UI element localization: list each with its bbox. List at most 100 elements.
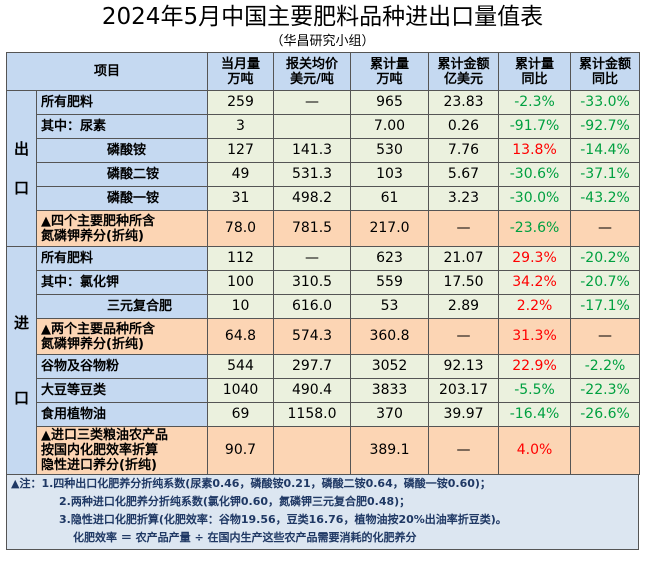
data-row: ▲两个主要品种所含 氮磷钾养分(折纯) 64.8 574.3 360.8—31.3% — — [7, 318, 641, 355]
data-row: 食用植物油 69 1158.0 370 39.97 -16.4% -26.6% — [7, 402, 641, 427]
value-cell: — — [428, 426, 500, 475]
value-cell: 623 — [350, 246, 430, 271]
value-cell — [273, 426, 352, 475]
header-text: 当月量 — [221, 56, 261, 72]
value-cell: 559 — [350, 270, 430, 295]
section-label: 进口 — [6, 246, 37, 475]
item-cell: 所有肥料 — [35, 246, 209, 271]
item-text: 隐性进口养分(折纯) — [41, 458, 157, 473]
item-cell: 磷酸二铵 — [35, 162, 209, 187]
value-cell: -17.1% — [570, 294, 641, 319]
header-text: 报关均价 — [286, 56, 339, 72]
value-cell: 22.9% — [498, 354, 572, 379]
value-cell: 490.4 — [273, 378, 352, 403]
value-cell: 530 — [350, 138, 430, 163]
item-text: 食用植物油 — [41, 407, 107, 422]
section-char: 进 — [13, 313, 29, 332]
value-cell: -33.0% — [570, 90, 641, 115]
header-cell: 累计金额 亿美元 — [428, 52, 500, 91]
item-cell: 三元复合肥 — [35, 294, 209, 319]
header-cell: 累计金额 同比 — [570, 52, 641, 91]
header-text: 万吨 — [227, 71, 254, 87]
data-row: 出口所有肥料 259—965 23.83 -2.3% -33.0% — [6, 90, 641, 247]
value-cell: 544 — [207, 354, 275, 379]
data-row: 谷物及谷物粉 544 297.7 3052 92.13 22.9% -2.2% — [7, 354, 641, 379]
value-cell — [570, 426, 641, 475]
header-text: 累计量 — [515, 56, 555, 72]
value-cell: 23.83 — [428, 90, 500, 115]
item-cell: 磷酸铵 — [35, 138, 209, 163]
value-cell: 0.26 — [428, 114, 500, 139]
value-cell: 64.8 — [207, 318, 275, 355]
header-text: 万吨 — [376, 71, 403, 87]
value-cell: 3.23 — [428, 186, 500, 211]
value-cell: 49 — [207, 162, 275, 187]
value-cell: — — [570, 210, 641, 247]
note-line: 化肥效率 ＝ 农产品产量 ÷ 在国内生产这些农产品需要消耗的化肥养分 — [73, 531, 417, 544]
section-char: 出 — [13, 139, 29, 158]
item-text: 其中：氯化钾 — [41, 275, 120, 290]
item-text: 氮磷钾养分(折纯) — [41, 228, 144, 244]
value-cell: 7.76 — [428, 138, 500, 163]
value-cell: 616.0 — [273, 294, 352, 319]
item-cell: 大豆等豆类 — [35, 378, 209, 403]
data-table: 项目 当月量 万吨 报关均价 美元/吨 累计量 万吨 累计金额 亿美元 累计量 同比 累计金额 同比出口… — [5, 52, 641, 475]
item-cell: 所有肥料 — [35, 90, 209, 115]
item-text: ▲进口三类粮油农产品 — [41, 428, 168, 443]
header-text: 同比 — [521, 71, 548, 87]
header-text: 美元/吨 — [290, 71, 334, 87]
value-cell: 34.2% — [498, 270, 572, 295]
item-text: 大豆等豆类 — [41, 383, 107, 398]
value-cell: -14.4% — [570, 138, 641, 163]
data-row: 磷酸一铵 31 498.2 61 3.23 -30.0% -43.2% — [7, 186, 641, 211]
value-cell: 90.7 — [207, 426, 275, 475]
header-cell: 累计量 万吨 — [350, 52, 430, 91]
value-cell: 100 — [207, 270, 275, 295]
data-row: 磷酸二铵 49 531.3 103 5.67 -30.6% -37.1% — [7, 162, 641, 187]
value-cell: — — [428, 210, 500, 247]
header-cell: 报关均价 美元/吨 — [273, 52, 352, 91]
item-text: 所有肥料 — [41, 251, 94, 266]
note-line: 2.两种进口化肥养分折纯系数(氯化钾0.60，氮磷钾三元复合肥0.48)； — [59, 495, 411, 508]
header-cell: 当月量 万吨 — [207, 52, 275, 91]
value-cell: 13.8% — [498, 138, 572, 163]
header-text: 累计金额 — [579, 56, 632, 72]
item-cell: ▲进口三类粮油农产品 按国内化肥效率折算 隐性进口养分(折纯) — [35, 426, 209, 475]
item-text: ▲两个主要品种所含 — [41, 321, 155, 337]
value-cell: -91.7% — [498, 114, 572, 139]
data-row: 其中：尿素 3 7.00 0.26 -91.7% -92.7% — [7, 114, 641, 139]
value-cell: 92.13 — [428, 354, 500, 379]
value-cell: -26.6% — [570, 402, 641, 427]
item-cell: 其中：氯化钾 — [35, 270, 209, 295]
value-cell: 53 — [350, 294, 430, 319]
value-cell: -92.7% — [570, 114, 641, 139]
item-cell: 谷物及谷物粉 — [35, 354, 209, 379]
value-cell: 389.1 — [350, 426, 430, 475]
value-cell: 1158.0 — [273, 402, 352, 427]
item-text: 所有肥料 — [41, 95, 94, 110]
item-text: ▲四个主要肥种所含 — [41, 213, 155, 229]
item-text: 磷酸一铵 — [107, 191, 160, 206]
note-line: 3.隐性进口化肥折算(化肥效率：谷物19.56，豆类16.76，植物油按20%出… — [59, 513, 507, 526]
value-cell: -22.3% — [570, 378, 641, 403]
item-text: 磷酸二铵 — [107, 167, 160, 182]
item-cell: ▲四个主要肥种所含 氮磷钾养分(折纯) — [35, 210, 209, 247]
value-cell: 21.07 — [428, 246, 500, 271]
header-row: 项目 当月量 万吨 报关均价 美元/吨 累计量 万吨 累计金额 亿美元 累计量 同比 累计金额 同比 — [5, 52, 641, 91]
value-cell: -43.2% — [570, 186, 641, 211]
value-cell — [273, 114, 352, 139]
value-cell: 69 — [207, 402, 275, 427]
value-cell: -2.2% — [570, 354, 641, 379]
value-cell: 5.67 — [428, 162, 500, 187]
value-cell: -5.5% — [498, 378, 572, 403]
data-row: ▲进口三类粮油农产品 按国内化肥效率折算 隐性进口养分(折纯) 90.7 389.1—4… — [7, 426, 641, 475]
value-cell: 1040 — [207, 378, 275, 403]
section-char: 口 — [13, 178, 29, 197]
item-text: 谷物及谷物粉 — [41, 359, 120, 374]
value-cell: 3 — [207, 114, 275, 139]
value-cell: -37.1% — [570, 162, 641, 187]
data-row: 其中：氯化钾 100 310.5 559 17.50 34.2% -20.7% — [7, 270, 641, 295]
value-cell: 4.0% — [498, 426, 572, 475]
header-text: 亿美元 — [444, 71, 484, 87]
notes: ▲注：1.四种出口化肥养分折纯系数(尿素0.46，磷酸铵0.21，磷酸二铵0.6… — [6, 475, 639, 550]
